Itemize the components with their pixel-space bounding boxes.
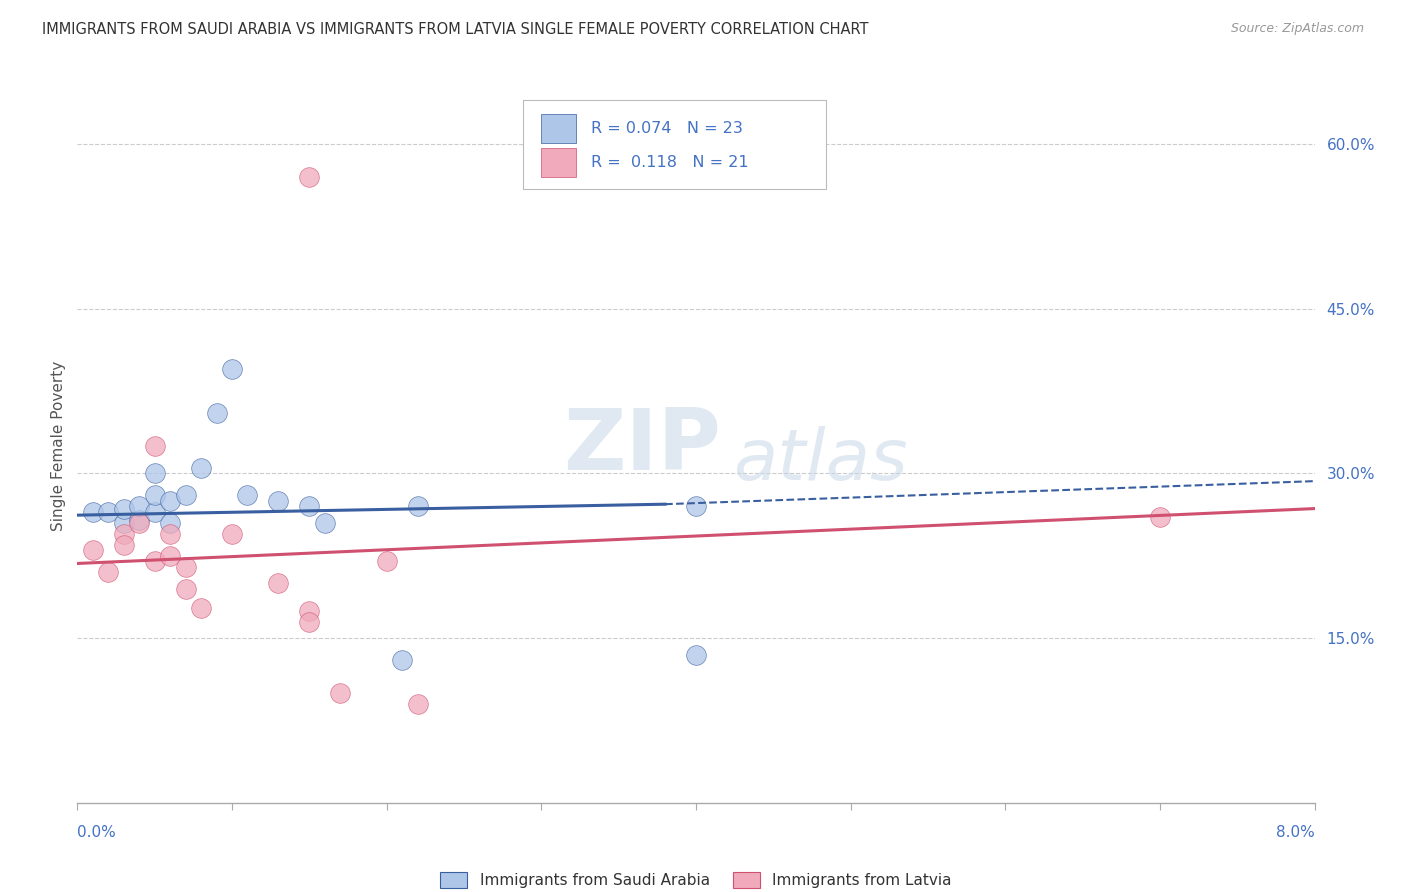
Text: 0.0%: 0.0% (77, 825, 117, 840)
Point (406, 697, 429, 711)
Point (375, 554, 398, 568)
Point (1149, 510, 1171, 524)
Text: atlas: atlas (733, 425, 908, 495)
Point (128, 500, 150, 514)
Point (329, 686, 352, 700)
Point (143, 439, 166, 453)
Point (685, 648, 707, 662)
Point (143, 488, 166, 502)
Point (221, 362, 243, 376)
Bar (541, 114, 576, 143)
Bar (541, 148, 576, 177)
Point (174, 582, 197, 596)
Point (298, 604, 321, 618)
Point (391, 653, 413, 667)
Point (112, 516, 135, 530)
Point (267, 494, 290, 508)
Point (205, 406, 228, 420)
Point (159, 526, 181, 541)
Point (298, 500, 321, 514)
Point (685, 500, 707, 514)
Point (406, 500, 429, 514)
Point (112, 538, 135, 552)
Text: Source: ZipAtlas.com: Source: ZipAtlas.com (1230, 22, 1364, 36)
Point (221, 526, 243, 541)
Point (143, 554, 166, 568)
Text: IMMIGRANTS FROM SAUDI ARABIA VS IMMIGRANTS FROM LATVIA SINGLE FEMALE POVERTY COR: IMMIGRANTS FROM SAUDI ARABIA VS IMMIGRAN… (42, 22, 869, 37)
Point (190, 461, 212, 475)
Point (174, 559, 197, 574)
Point (190, 601, 212, 615)
Text: R =  0.118   N = 21: R = 0.118 N = 21 (591, 155, 748, 170)
Point (159, 549, 181, 563)
Point (314, 516, 336, 530)
Text: R = 0.074   N = 23: R = 0.074 N = 23 (591, 121, 742, 136)
Point (174, 488, 197, 502)
Point (159, 516, 181, 530)
Point (298, 615, 321, 629)
Text: 8.0%: 8.0% (1275, 825, 1315, 840)
Point (298, 169, 321, 184)
Point (97, 566, 120, 580)
Point (97, 505, 120, 519)
Point (267, 576, 290, 591)
Point (143, 467, 166, 481)
Point (82, 505, 104, 519)
Point (128, 516, 150, 530)
Legend: Immigrants from Saudi Arabia, Immigrants from Latvia: Immigrants from Saudi Arabia, Immigrants… (440, 872, 952, 888)
Point (82, 543, 104, 558)
Text: ZIP: ZIP (562, 404, 721, 488)
Point (112, 526, 135, 541)
Point (112, 501, 135, 516)
Point (236, 488, 259, 502)
FancyBboxPatch shape (523, 100, 825, 189)
Point (143, 505, 166, 519)
Y-axis label: Single Female Poverty: Single Female Poverty (51, 361, 66, 531)
Point (159, 494, 181, 508)
Point (128, 512, 150, 526)
